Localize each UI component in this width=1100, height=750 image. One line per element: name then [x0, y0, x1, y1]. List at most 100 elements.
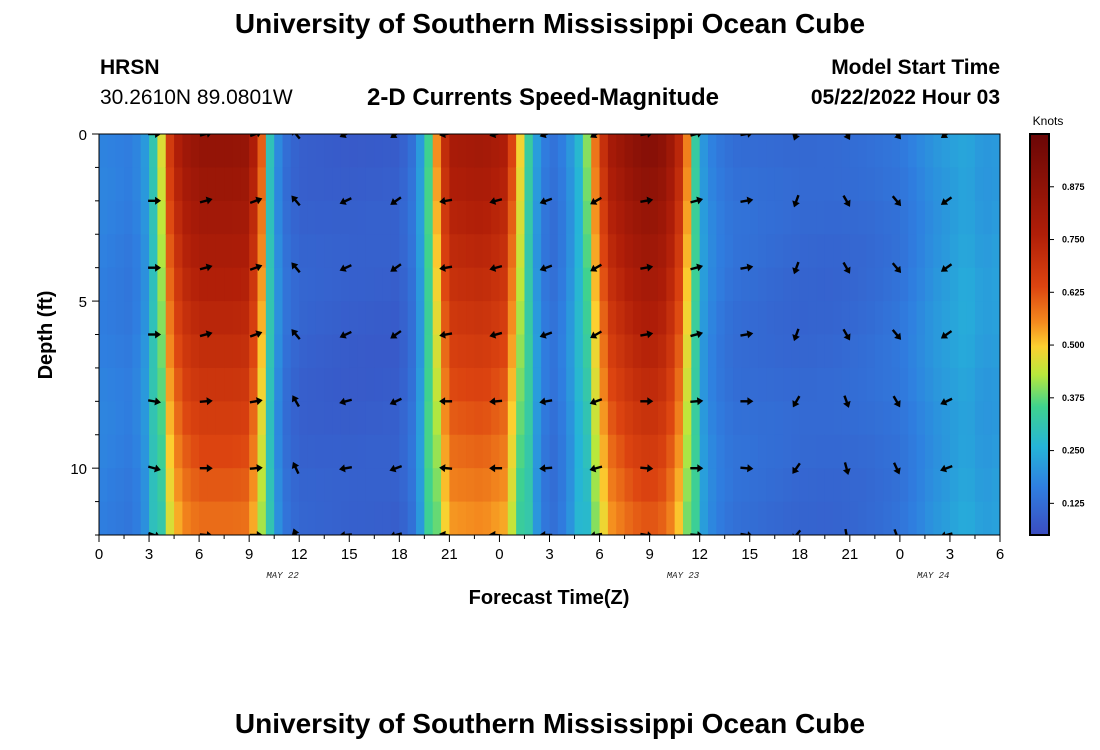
heatmap-cell	[582, 234, 592, 269]
heatmap-cell	[416, 267, 425, 302]
heatmap-cell	[149, 167, 158, 202]
heatmap-cell	[582, 367, 592, 402]
heatmap-cell	[641, 301, 651, 336]
heatmap-cell	[474, 267, 484, 302]
heatmap-cell	[99, 401, 108, 436]
heatmap-cell	[99, 434, 108, 469]
heatmap-cell	[149, 401, 158, 436]
heatmap-cell	[933, 301, 943, 336]
heatmap-cell	[724, 468, 734, 503]
heatmap-cell	[199, 134, 209, 169]
heatmap-cell	[883, 434, 893, 469]
heatmap-cell	[941, 468, 951, 503]
heatmap-cell	[240, 334, 250, 369]
heatmap-cell	[599, 401, 609, 436]
heatmap-cell	[199, 334, 209, 369]
heatmap-cell	[466, 267, 476, 302]
current-arrow	[590, 263, 602, 272]
x-tick-label: 18	[791, 546, 808, 563]
heatmap-cell	[991, 167, 1000, 202]
y-axis-title: Depth (ft)	[35, 291, 57, 380]
heatmap-cell	[566, 234, 576, 269]
current-arrow	[892, 395, 901, 408]
heatmap-cell	[290, 267, 300, 302]
heatmap-cell	[382, 200, 392, 235]
heatmap-cell	[733, 434, 742, 469]
heatmap-cell	[791, 367, 801, 402]
colorbar-tick-label: 0.125	[1062, 498, 1085, 508]
heatmap-cell	[549, 367, 559, 402]
x-tick-label: 0	[495, 546, 503, 563]
heatmap-cell	[916, 301, 926, 336]
heatmap-cell	[407, 267, 417, 302]
heatmap-cell	[132, 434, 142, 469]
heatmap-cell	[424, 167, 434, 202]
heatmap-cell	[99, 468, 108, 503]
current-arrow	[940, 330, 953, 339]
heatmap-cell	[190, 501, 200, 535]
current-arrow	[844, 528, 849, 535]
heatmap-cell	[557, 200, 567, 235]
heatmap-cell	[783, 501, 793, 535]
heatmap-cell	[174, 167, 184, 202]
heatmap-cell	[616, 200, 626, 235]
heatmap-cell	[224, 134, 234, 169]
current-arrow	[439, 197, 453, 205]
heatmap-cell	[474, 501, 484, 535]
heatmap-cell	[774, 234, 784, 269]
current-arrow	[740, 330, 754, 339]
heatmap-cell	[224, 167, 234, 202]
heatmap-cell	[866, 334, 876, 369]
heatmap-cell	[407, 134, 417, 169]
heatmap-cell	[299, 134, 309, 169]
heatmap-cell	[899, 367, 909, 402]
heatmap-cell	[849, 434, 859, 469]
heatmap-cell	[574, 301, 584, 336]
heatmap-cell	[390, 367, 400, 402]
heatmap-cell	[682, 301, 692, 336]
heatmap-cell	[933, 134, 943, 169]
heatmap-cell	[165, 301, 175, 336]
heatmap-cell	[933, 334, 943, 369]
heatmap-cell	[441, 468, 450, 503]
heatmap-cell	[933, 167, 943, 202]
heatmap-cell	[716, 234, 726, 269]
heatmap-cell	[741, 200, 751, 235]
heatmap-cell	[799, 200, 809, 235]
heatmap-cell	[282, 367, 292, 402]
heatmap-cell	[991, 267, 1000, 302]
heatmap-cell	[666, 434, 676, 469]
heatmap-cell	[974, 301, 984, 336]
heatmap-cell	[899, 334, 909, 369]
heatmap-cell	[549, 401, 559, 436]
current-arrow	[148, 134, 162, 138]
heatmap-cell	[466, 434, 476, 469]
current-arrow	[940, 397, 953, 406]
heatmap-cell	[115, 434, 125, 469]
current-arrow	[640, 464, 654, 473]
heatmap-cell	[991, 367, 1000, 402]
heatmap-cell	[107, 401, 117, 436]
heatmap-cell	[716, 434, 726, 469]
heatmap-cell	[566, 334, 576, 369]
heatmap-cell	[307, 267, 317, 302]
heatmap-cell	[274, 434, 284, 469]
heatmap-cell	[966, 134, 976, 169]
heatmap-cell	[632, 434, 642, 469]
heatmap-cell	[741, 434, 751, 469]
heatmap-cell	[783, 134, 793, 169]
heatmap-cell	[983, 468, 993, 503]
heatmap-cell	[382, 434, 392, 469]
current-arrow	[690, 397, 704, 406]
heatmap-cell	[299, 234, 309, 269]
heatmap-cell	[390, 501, 400, 535]
heatmap-cell	[441, 501, 450, 535]
heatmap-cell	[774, 267, 784, 302]
heatmap-cell	[174, 501, 184, 535]
heatmap-cell	[441, 167, 450, 202]
heatmap-cell	[874, 234, 884, 269]
colorbar-tick-label: 0.500	[1062, 340, 1085, 350]
heatmap-cell	[758, 167, 767, 202]
heatmap-cell	[449, 401, 459, 436]
heatmap-cell	[883, 367, 893, 402]
